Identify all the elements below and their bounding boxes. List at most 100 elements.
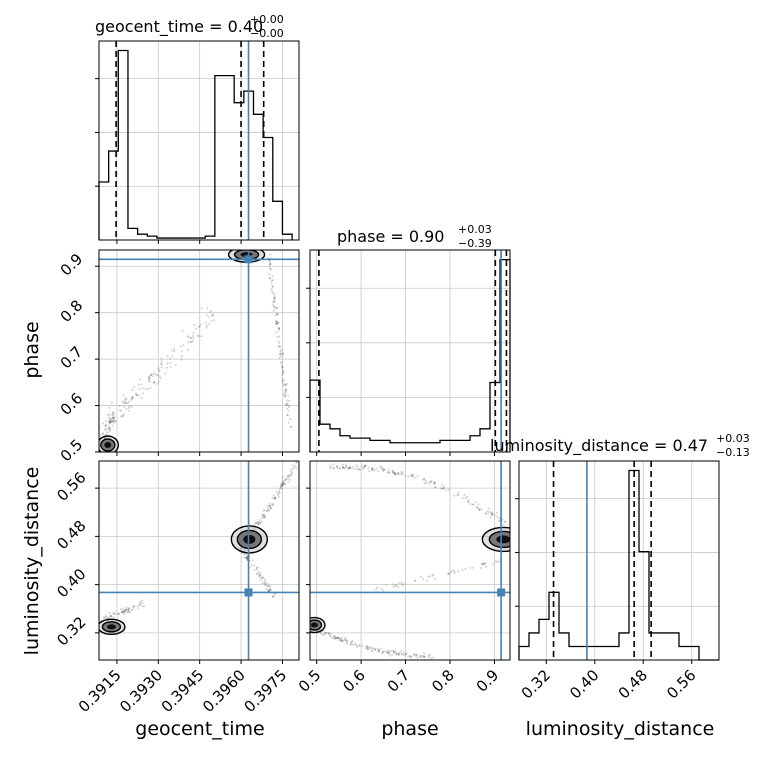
phase-vs-geocent-time-sample-200	[274, 322, 277, 325]
luminosity-distance-vs-phase-sample-207	[400, 649, 403, 652]
phase-vs-geocent-time-sample-119	[166, 355, 169, 358]
phase-vs-geocent-time-sample-226	[273, 298, 276, 301]
luminosity-distance-vs-geocent-time-sample-37	[286, 474, 289, 477]
luminosity-distance-vs-phase-sample-24	[352, 466, 355, 469]
luminosity-distance-vs-phase-sample-144	[411, 475, 414, 478]
phase-vs-geocent-time-sample-25	[208, 323, 211, 326]
phase-vs-geocent-time-sample-153	[285, 382, 288, 385]
luminosity-distance-vs-geocent-time-sample-243	[124, 608, 127, 611]
phase-vs-geocent-time-sample-28	[171, 355, 174, 358]
luminosity-distance-vs-phase-sample-126	[475, 506, 478, 509]
geocent-time-hist-title: geocent_time = 0.40	[95, 17, 263, 37]
phase-vs-geocent-time-sample-107	[211, 312, 214, 315]
phase-vs-geocent-time-sample-238	[285, 404, 288, 407]
luminosity-distance-ytick-label-1: 0.40	[53, 565, 89, 601]
phase-vs-geocent-time-sample-177	[277, 329, 280, 332]
luminosity-distance-vs-geocent-time-sample-109	[281, 484, 284, 487]
phase-vs-geocent-time-sample-313	[108, 420, 111, 423]
phase-vs-geocent-time-sample-218	[278, 327, 281, 330]
luminosity-distance-vs-phase-sample-205	[409, 656, 412, 659]
luminosity-distance-vs-geocent-time-sample-218	[124, 609, 127, 612]
phase-vs-geocent-time-sample-228	[286, 414, 289, 417]
luminosity-distance-vs-geocent-time-sample-8	[295, 461, 298, 464]
luminosity-distance-vs-geocent-time-sample-150	[258, 576, 261, 579]
luminosity-distance-vs-phase-sample-315	[449, 571, 452, 574]
luminosity-distance-vs-phase-sample-196	[397, 654, 400, 657]
phase-vs-geocent-time-sample-282	[109, 421, 112, 424]
phase-vs-geocent-time-sample-41	[157, 367, 160, 370]
luminosity-distance-vs-phase-sample-160	[385, 650, 388, 653]
phase-vs-geocent-time-sample-201	[286, 402, 289, 405]
luminosity-distance-vs-phase-sample-71	[383, 468, 386, 471]
luminosity-distance-vs-geocent-time-sample-99	[273, 497, 276, 500]
phase-vs-geocent-time-sample-93	[187, 335, 190, 338]
phase-vs-geocent-time-sample-269	[277, 327, 280, 330]
luminosity-distance-vs-phase-sample-9	[409, 474, 412, 477]
phase-hist-histogram	[309, 258, 511, 452]
phase-vs-geocent-time-sample-6	[114, 420, 117, 423]
luminosity-distance-vs-phase-sample-284	[395, 652, 398, 655]
luminosity-distance-vs-geocent-time-sample-191	[253, 568, 256, 571]
phase-vs-geocent-time-sample-35	[131, 396, 134, 399]
luminosity-distance-vs-phase-sample-171	[365, 645, 368, 648]
luminosity-distance-vs-phase-sample-191	[340, 639, 343, 642]
luminosity-distance-vs-phase-sample-57	[368, 470, 371, 473]
luminosity-distance-ytick-label-2: 0.48	[53, 517, 89, 553]
luminosity-distance-vs-phase-sample-83	[484, 512, 487, 515]
luminosity-distance-vs-phase-sample-204	[382, 651, 385, 654]
luminosity-distance-vs-phase-sample-159	[348, 467, 351, 470]
luminosity-distance-vs-phase-sample-309	[461, 568, 464, 571]
phase-vs-geocent-time-sample-274	[112, 417, 115, 420]
luminosity-distance-vs-geocent-time-sample-30	[268, 508, 271, 511]
luminosity-distance-vs-geocent-time-sample-174	[264, 580, 267, 583]
panel-geocent-time-hist: geocent_time = 0.40 +0.00 −0.00	[95, 13, 300, 244]
luminosity-distance-vs-phase-sample-106	[382, 470, 385, 473]
luminosity-distance-vs-phase-sample-298	[393, 651, 396, 654]
luminosity-distance-vs-geocent-time-sample-81	[287, 475, 290, 478]
phase-vs-geocent-time-sample-179	[274, 314, 277, 317]
luminosity-distance-xtick-label-2: 0.48	[615, 666, 651, 702]
luminosity-distance-vs-phase-sample-115	[393, 471, 396, 474]
luminosity-distance-vs-geocent-time-sample-224	[108, 612, 111, 615]
phase-vs-geocent-time-sample-139	[140, 397, 143, 400]
luminosity-distance-vs-phase-sample-245	[405, 652, 408, 655]
phase-vs-geocent-time-sample-57	[181, 350, 184, 353]
luminosity-distance-vs-geocent-time-sample-73	[269, 505, 272, 508]
luminosity-distance-vs-geocent-time-sample-19	[290, 472, 293, 475]
luminosity-distance-vs-geocent-time-sample-42	[281, 483, 284, 486]
luminosity-distance-hist-title-sub: −0.13	[716, 446, 750, 459]
phase-hist-axes	[306, 249, 511, 456]
luminosity-distance-vs-phase-sample-206	[368, 646, 371, 649]
luminosity-distance-vs-phase-sample-151	[397, 472, 400, 475]
luminosity-distance-vs-phase-sample-296	[349, 644, 352, 647]
luminosity-distance-vs-phase-sample-168	[407, 655, 410, 658]
phase-vs-geocent-time-sample-260	[277, 327, 280, 330]
luminosity-distance-vs-geocent-time-sample-154	[267, 584, 270, 587]
luminosity-distance-vs-phase-sample-337	[453, 571, 456, 574]
luminosity-distance-vs-phase-sample-250	[405, 653, 408, 656]
luminosity-distance-vs-phase-sample-148	[413, 476, 416, 479]
luminosity-distance-vs-phase-sample-155	[342, 465, 345, 468]
luminosity-distance-vs-geocent-time-sample-183	[257, 570, 260, 573]
phase-vs-geocent-time-sample-3	[111, 421, 114, 424]
phase-vs-geocent-time-sample-319	[111, 414, 114, 417]
luminosity-distance-vs-geocent-time-sample-238	[113, 612, 116, 615]
luminosity-distance-vs-phase-sample-18	[359, 468, 362, 471]
luminosity-distance-vs-geocent-time-sample-43	[290, 469, 293, 472]
phase-vs-geocent-time-frame	[98, 249, 300, 453]
phase-vs-geocent-time-sample-242	[282, 351, 285, 354]
phase-vs-geocent-time-sample-38	[139, 387, 142, 390]
luminosity-distance-vs-geocent-time-sample-107	[283, 482, 286, 485]
luminosity-distance-vs-phase-sample-307	[492, 562, 495, 565]
phase-vs-geocent-time-sample-11	[200, 335, 203, 338]
luminosity-distance-ytick-label-3: 0.56	[53, 468, 89, 504]
luminosity-distance-vs-phase-sample-301	[496, 561, 499, 564]
luminosity-distance-vs-phase-sample-46	[463, 494, 466, 497]
luminosity-distance-vs-geocent-time-sample-171	[266, 582, 269, 585]
luminosity-distance-vs-phase-sample-51	[493, 514, 496, 517]
luminosity-distance-vs-phase-sample-60	[379, 466, 382, 469]
luminosity-distance-vs-phase-sample-237	[389, 654, 392, 657]
phase-vs-geocent-time-sample-182	[273, 305, 276, 308]
luminosity-distance-vs-phase-sample-41	[425, 481, 428, 484]
luminosity-distance-vs-geocent-time-sample-62	[291, 468, 294, 471]
